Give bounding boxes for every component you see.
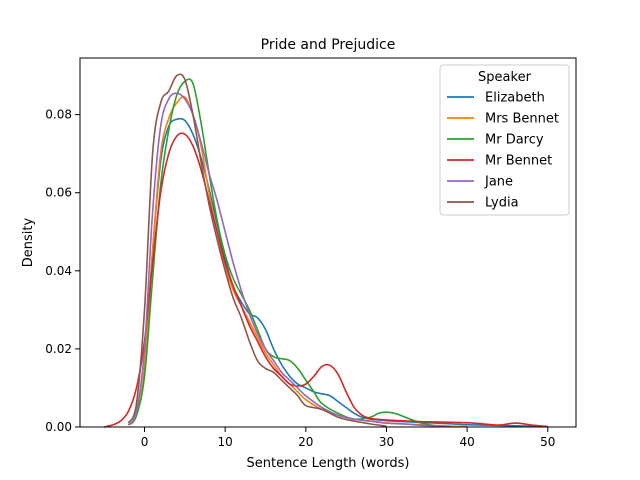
legend-label: Lydia bbox=[485, 196, 519, 211]
y-tick-label: 0.08 bbox=[45, 108, 72, 122]
legend-label: Mr Darcy bbox=[485, 133, 544, 148]
legend: Speaker Elizabeth Mrs Bennet Mr Darcy Mr Be… bbox=[439, 64, 570, 216]
legend-title: Speaker bbox=[478, 70, 532, 85]
axes-layer: 0 10 20 30 40 50 0.00 0.02 0.04 0.06 0.08 bbox=[45, 108, 555, 449]
series-line-elizabeth bbox=[127, 117, 548, 428]
x-tick-label: 0 bbox=[141, 435, 149, 449]
y-axis-label: Density bbox=[21, 217, 36, 267]
series-line-lydia bbox=[127, 73, 387, 428]
x-axis-label: Sentence Length (words) bbox=[247, 456, 410, 471]
legend-box bbox=[439, 64, 570, 216]
series-line-mrs-bennet bbox=[127, 95, 468, 428]
x-tick-label: 50 bbox=[540, 435, 555, 449]
legend-label: Elizabeth bbox=[485, 91, 545, 106]
x-tick-label: 10 bbox=[218, 435, 233, 449]
legend-items: Elizabeth Mrs Bennet Mr Darcy Mr Bennet Jane… bbox=[447, 91, 559, 211]
y-tick-label: 0.02 bbox=[45, 342, 72, 356]
x-tick-label: 20 bbox=[298, 435, 313, 449]
legend-label: Mrs Bennet bbox=[485, 112, 559, 127]
y-tick-label: 0.00 bbox=[45, 420, 72, 434]
legend-label: Jane bbox=[484, 175, 513, 190]
series-layer bbox=[104, 73, 548, 428]
series-line-mr-darcy bbox=[127, 78, 436, 427]
series-line-jane bbox=[127, 92, 452, 428]
y-tick-label: 0.04 bbox=[45, 264, 72, 278]
y-tick-label: 0.06 bbox=[45, 186, 72, 200]
chart-title: Pride and Prejudice bbox=[261, 37, 396, 53]
plot-frame bbox=[79, 57, 577, 428]
legend-label: Mr Bennet bbox=[485, 154, 552, 169]
x-tick-label: 30 bbox=[379, 435, 394, 449]
x-tick-label: 40 bbox=[459, 435, 474, 449]
series-line-mr-bennet bbox=[104, 132, 548, 428]
